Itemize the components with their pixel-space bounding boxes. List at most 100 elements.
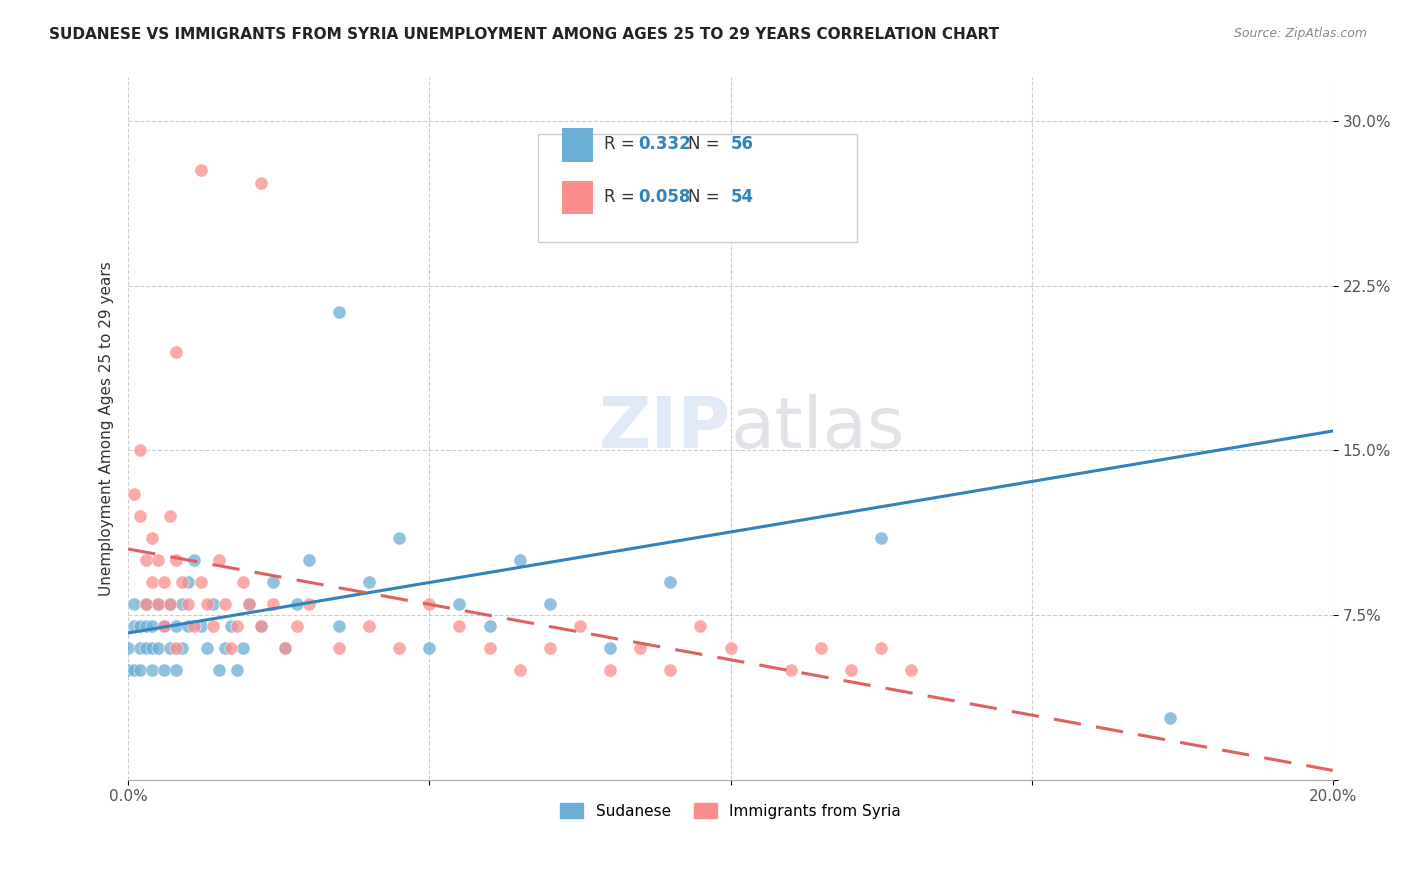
Point <box>298 597 321 611</box>
Point <box>298 553 321 567</box>
Point <box>1159 711 1181 725</box>
Point <box>195 597 218 611</box>
Point <box>328 640 350 655</box>
Point <box>141 575 163 590</box>
Point <box>659 575 682 590</box>
Point <box>141 640 163 655</box>
Point <box>122 619 145 633</box>
Point <box>117 663 139 677</box>
Point <box>148 597 170 611</box>
Point <box>388 640 411 655</box>
Point <box>172 597 194 611</box>
Point <box>538 640 561 655</box>
Text: Source: ZipAtlas.com: Source: ZipAtlas.com <box>1233 27 1367 40</box>
Text: 0.058: 0.058 <box>638 188 690 206</box>
Point <box>388 531 411 545</box>
Point <box>870 640 893 655</box>
Point <box>190 619 212 633</box>
Text: N =: N = <box>689 136 725 153</box>
Point <box>165 344 187 359</box>
Point <box>249 619 271 633</box>
Point <box>183 553 205 567</box>
Point <box>207 553 229 567</box>
Point <box>165 553 187 567</box>
Point <box>478 640 501 655</box>
Point <box>177 597 200 611</box>
Point <box>141 663 163 677</box>
Point <box>129 640 152 655</box>
Point <box>262 575 284 590</box>
Point <box>129 663 152 677</box>
Point <box>214 640 236 655</box>
Point <box>418 640 440 655</box>
Point <box>328 619 350 633</box>
Point <box>153 663 176 677</box>
Point <box>232 575 254 590</box>
Point <box>249 176 271 190</box>
Point <box>122 487 145 501</box>
Point <box>190 575 212 590</box>
Point <box>870 531 893 545</box>
Point <box>839 663 862 677</box>
Point <box>135 640 157 655</box>
Point <box>117 640 139 655</box>
Point <box>122 663 145 677</box>
Point <box>153 575 176 590</box>
Point <box>159 597 181 611</box>
Text: atlas: atlas <box>731 394 905 463</box>
Point <box>671 213 693 227</box>
Text: R =: R = <box>605 136 640 153</box>
Point <box>219 619 242 633</box>
Point <box>779 663 801 677</box>
Point <box>779 224 801 238</box>
Point <box>249 619 271 633</box>
Point <box>129 619 152 633</box>
Point <box>509 663 531 677</box>
Point <box>509 553 531 567</box>
Point <box>183 619 205 633</box>
Point <box>153 619 176 633</box>
Point <box>141 619 163 633</box>
Point <box>285 597 308 611</box>
Point <box>219 640 242 655</box>
Point <box>153 619 176 633</box>
Point <box>135 619 157 633</box>
Point <box>359 575 381 590</box>
Point <box>195 640 218 655</box>
Point <box>214 597 236 611</box>
Point <box>659 663 682 677</box>
Point <box>135 597 157 611</box>
Point <box>238 597 260 611</box>
Point <box>900 663 922 677</box>
Point <box>159 509 181 524</box>
Point <box>810 640 832 655</box>
Point <box>274 640 297 655</box>
Point <box>225 663 247 677</box>
Text: SUDANESE VS IMMIGRANTS FROM SYRIA UNEMPLOYMENT AMONG AGES 25 TO 29 YEARS CORRELA: SUDANESE VS IMMIGRANTS FROM SYRIA UNEMPL… <box>49 27 1000 42</box>
Point <box>159 597 181 611</box>
Point <box>148 553 170 567</box>
Point <box>207 663 229 677</box>
Point <box>285 619 308 633</box>
Point <box>165 619 187 633</box>
Point <box>628 640 651 655</box>
Point <box>135 553 157 567</box>
Point <box>129 509 152 524</box>
Point <box>129 443 152 458</box>
Point <box>148 640 170 655</box>
Point <box>159 640 181 655</box>
Point <box>449 597 471 611</box>
Text: N =: N = <box>689 188 725 206</box>
FancyBboxPatch shape <box>537 134 858 243</box>
Point <box>232 640 254 655</box>
Bar <box>562 128 593 161</box>
Point <box>568 619 591 633</box>
Point <box>478 619 501 633</box>
Point <box>148 597 170 611</box>
Point <box>720 640 742 655</box>
Point <box>165 663 187 677</box>
Point <box>177 575 200 590</box>
Point <box>172 640 194 655</box>
Text: 56: 56 <box>731 136 754 153</box>
Point <box>328 305 350 319</box>
